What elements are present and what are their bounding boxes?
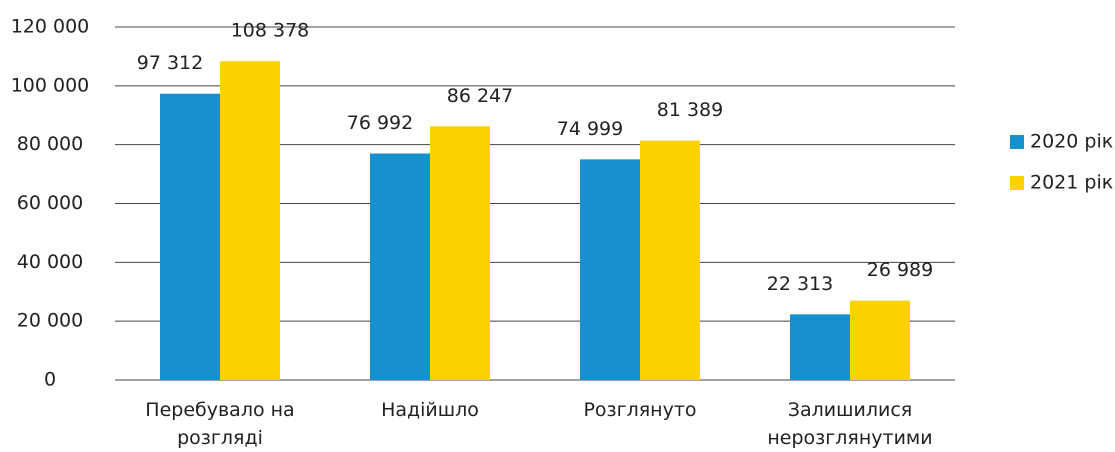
bar [640, 140, 700, 380]
y-tick-label: 40 000 [17, 251, 83, 273]
legend-swatch [1010, 135, 1024, 149]
value-label: 76 992 [347, 112, 413, 134]
bar [220, 61, 280, 380]
bar [430, 126, 490, 381]
value-label: 74 999 [557, 118, 623, 140]
value-label: 22 313 [767, 273, 833, 295]
x-tick-label: Надійшло [381, 399, 479, 421]
legend-label: 2021 рік [1030, 172, 1113, 194]
value-label: 108 378 [231, 20, 310, 42]
y-tick-label: 20 000 [17, 310, 83, 332]
bar [580, 159, 640, 380]
y-tick-label: 60 000 [17, 192, 83, 214]
x-tick-label: Перебувало на розгляді [145, 399, 295, 449]
value-label: 81 389 [657, 99, 723, 121]
y-tick-label: 120 000 [11, 16, 90, 38]
bar [370, 153, 430, 380]
legend-swatch [1010, 176, 1024, 190]
y-tick-label: 0 [44, 369, 56, 391]
y-tick-label: 80 000 [17, 133, 83, 155]
value-label: 26 989 [867, 259, 933, 281]
x-tick-label: Залишилися нерозглянутими [767, 399, 933, 449]
bar [790, 314, 850, 380]
value-label: 86 247 [447, 85, 513, 107]
y-tick-label: 100 000 [11, 74, 90, 96]
bar [160, 93, 220, 380]
value-label: 97 312 [137, 52, 203, 74]
x-tick-label: Розглянуто [583, 399, 697, 421]
legend-label: 2020 рік [1030, 131, 1113, 153]
bar [850, 300, 910, 380]
